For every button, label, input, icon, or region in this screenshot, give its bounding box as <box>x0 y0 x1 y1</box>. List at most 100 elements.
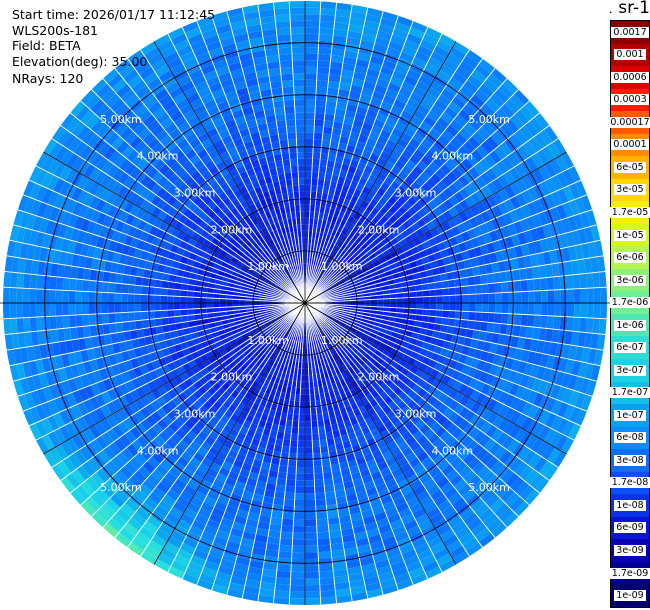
ppi-cell <box>309 381 314 389</box>
ppi-cell <box>108 313 116 324</box>
ppi-cell <box>464 410 476 423</box>
ppi-cell <box>281 321 288 328</box>
ppi-cell <box>329 457 340 466</box>
ppi-cell <box>23 317 31 333</box>
ppi-cell <box>321 261 326 268</box>
ppi-cell <box>262 330 270 337</box>
ppi-cell <box>350 273 358 280</box>
ppi-cell <box>187 284 195 292</box>
ppi-cell <box>274 410 282 419</box>
ppi-cell <box>294 334 299 342</box>
ppi-cell <box>324 263 330 270</box>
ppi-cell <box>214 232 224 242</box>
ppi-cell <box>419 270 427 279</box>
ppi-cell <box>184 264 193 273</box>
ppi-cell <box>413 445 425 457</box>
ppi-cell <box>305 217 310 225</box>
ppi-cell <box>316 511 328 520</box>
ppi-cell <box>78 337 87 351</box>
ppi-cell <box>426 506 441 520</box>
ppi-cell <box>459 507 475 521</box>
ppi-cell <box>369 267 377 274</box>
ppi-cell <box>362 218 372 227</box>
ppi-cell <box>92 223 103 237</box>
ppi-cell <box>246 329 254 336</box>
ppi-cell <box>332 338 339 346</box>
ppi-cell <box>410 115 423 127</box>
ppi-cell <box>318 325 323 332</box>
ppi-cell <box>123 234 134 247</box>
ppi-cell <box>161 317 169 326</box>
ppi-cell <box>321 338 326 345</box>
ppi-cell <box>88 167 102 182</box>
ppi-cell <box>357 327 365 333</box>
ppi-cell <box>594 349 604 366</box>
ppi-cell <box>324 271 330 278</box>
ppi-cell <box>239 303 246 307</box>
ppi-cell <box>515 413 528 428</box>
ppi-cell <box>361 345 369 353</box>
ppi-cell <box>80 349 90 363</box>
ppi-cell <box>339 76 353 85</box>
ppi-cell <box>62 303 69 316</box>
ppi-cell <box>366 277 374 283</box>
ppi-cell <box>297 447 305 455</box>
ppi-cell <box>266 265 273 273</box>
ppi-cell <box>346 215 355 224</box>
ppi-cell <box>113 438 127 452</box>
ppi-cell <box>435 309 443 318</box>
ppi-cell <box>383 228 392 237</box>
ppi-cell <box>324 107 336 115</box>
ppi-cell <box>568 165 581 183</box>
ppi-cell <box>129 389 141 402</box>
ppi-cell <box>319 27 334 36</box>
ppi-cell <box>206 297 214 303</box>
ppi-cell <box>270 517 283 525</box>
ppi-cell <box>117 395 129 408</box>
ppi-cell <box>182 434 194 446</box>
ppi-cell <box>364 74 378 85</box>
ppi-cell <box>314 393 321 401</box>
ppi-cell <box>252 241 260 250</box>
ppi-cell <box>66 392 78 408</box>
ppi-cell <box>235 452 247 463</box>
ppi-cell <box>300 381 305 389</box>
ppi-cell <box>337 265 344 273</box>
ppi-cell <box>157 553 174 567</box>
ppi-cell <box>193 159 205 171</box>
ppi-cell <box>501 225 511 239</box>
ppi-cell <box>464 195 476 208</box>
ppi-cell <box>366 212 376 222</box>
ppi-cell <box>318 353 324 361</box>
ppi-cell <box>280 412 288 420</box>
ppi-cell <box>533 352 543 366</box>
ppi-cell <box>315 498 327 507</box>
ppi-cell <box>478 83 494 99</box>
ppi-cell <box>509 94 525 110</box>
ppi-cell <box>365 260 374 267</box>
ppi-cell <box>406 98 420 110</box>
ppi-cell <box>13 348 23 365</box>
ppi-cell <box>294 400 300 408</box>
ppi-cell <box>433 99 448 112</box>
ppi-cell <box>180 303 187 310</box>
ppi-cell <box>125 380 136 393</box>
ppi-cell <box>371 449 383 459</box>
ppi-cell <box>507 369 518 383</box>
ppi-cell <box>272 279 279 286</box>
ppi-cell <box>386 548 402 559</box>
ppi-cell <box>482 341 492 353</box>
ppi-cell <box>142 478 157 492</box>
ppi-cell <box>334 359 342 368</box>
ppi-cell <box>193 303 201 309</box>
ppi-cell <box>440 481 454 495</box>
ppi-cell <box>151 142 165 155</box>
ppi-cell <box>338 257 345 264</box>
ppi-cell <box>380 529 395 541</box>
ppi-cell <box>468 294 476 303</box>
ppi-cell <box>112 424 125 439</box>
ppi-cell <box>347 30 363 40</box>
ppi-cell <box>338 278 345 284</box>
ppi-cell <box>172 395 183 407</box>
ppi-cell <box>199 572 216 584</box>
